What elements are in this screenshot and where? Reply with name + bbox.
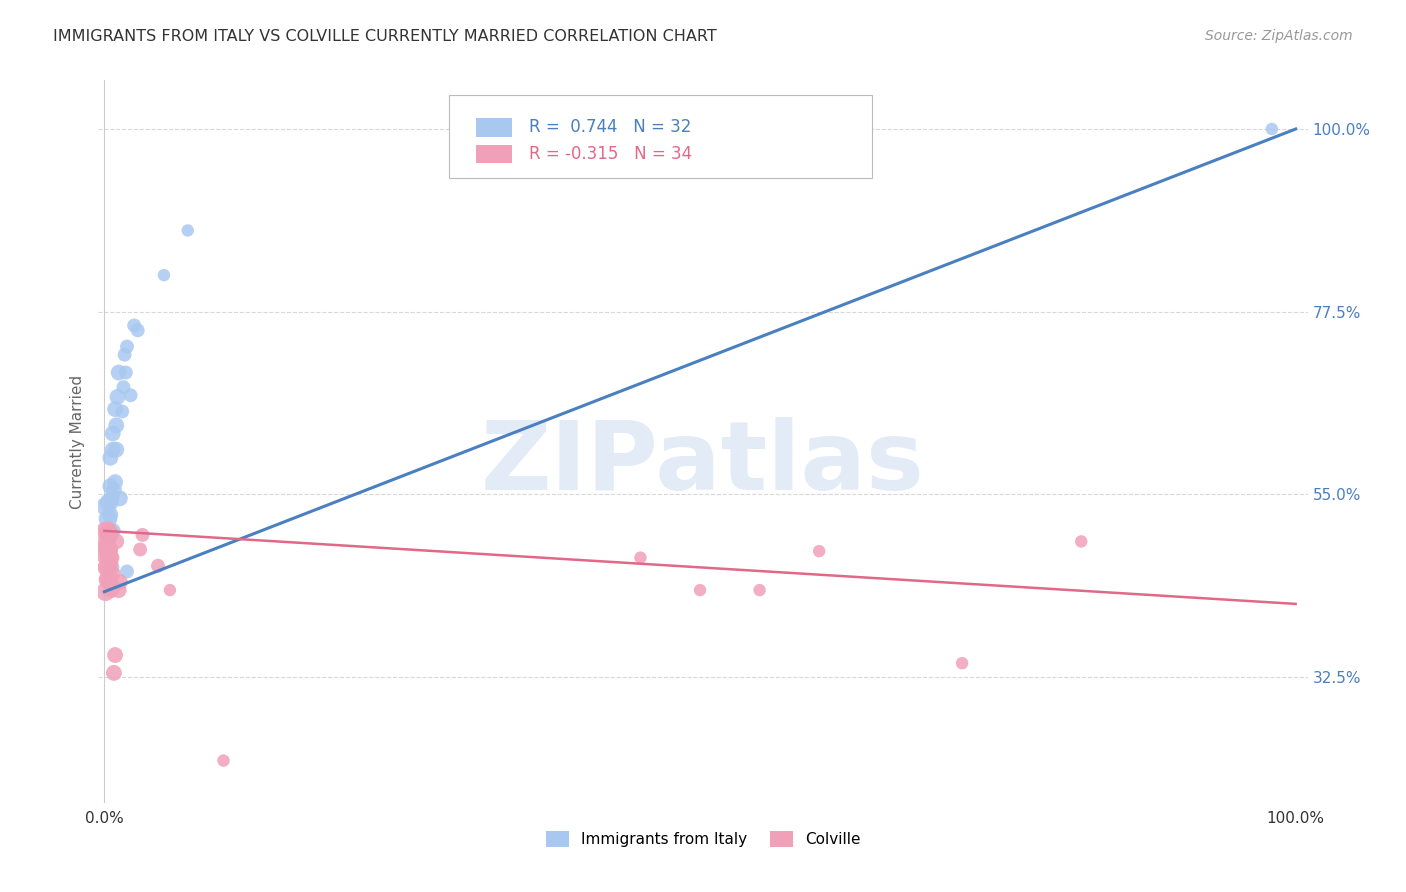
Text: Source: ZipAtlas.com: Source: ZipAtlas.com [1205, 29, 1353, 43]
Point [98, 557, 121, 571]
Point [129, 542, 152, 557]
Point [104, 402, 127, 417]
Point [1070, 534, 1092, 549]
Point [212, 754, 235, 768]
Point [96, 560, 118, 574]
Point [112, 380, 135, 394]
Point [748, 583, 770, 598]
Point [97, 524, 120, 538]
Point [97, 573, 120, 587]
Point [1261, 122, 1284, 136]
Point [94, 584, 117, 599]
Point [107, 366, 129, 380]
Point [107, 390, 129, 404]
Point [808, 544, 831, 558]
Point [98, 573, 121, 587]
Text: IMMIGRANTS FROM ITALY VS COLVILLE CURRENTLY MARRIED CORRELATION CHART: IMMIGRANTS FROM ITALY VS COLVILLE CURREN… [53, 29, 717, 44]
FancyBboxPatch shape [475, 145, 512, 163]
Point [127, 323, 149, 337]
Point [115, 565, 138, 579]
Text: ZIPatlas: ZIPatlas [481, 417, 925, 509]
Point [114, 348, 136, 362]
Text: R =  0.744   N = 32: R = 0.744 N = 32 [529, 118, 692, 136]
Point [100, 583, 122, 598]
Point [105, 418, 128, 433]
Point [630, 550, 652, 565]
Point [98, 479, 121, 493]
Point [97, 511, 120, 525]
Point [689, 583, 711, 598]
Point [103, 665, 125, 680]
Point [131, 528, 153, 542]
Point [94, 500, 117, 514]
Point [107, 583, 129, 598]
Point [153, 268, 176, 282]
Point [98, 450, 121, 465]
Point [108, 574, 131, 589]
Point [97, 560, 120, 574]
Point [98, 495, 121, 509]
Point [950, 656, 973, 670]
Point [111, 404, 134, 418]
Point [108, 491, 131, 506]
Point [98, 550, 121, 565]
Legend: Immigrants from Italy, Colville: Immigrants from Italy, Colville [540, 825, 866, 853]
Point [101, 442, 124, 457]
Point [98, 542, 121, 557]
Point [104, 475, 127, 490]
Point [94, 548, 117, 562]
Point [159, 583, 181, 598]
Point [101, 566, 124, 581]
Point [98, 526, 121, 541]
Point [115, 340, 138, 354]
Point [177, 223, 200, 237]
Text: R = -0.315   N = 34: R = -0.315 N = 34 [529, 145, 692, 163]
Point [104, 648, 127, 662]
Point [103, 483, 125, 498]
Point [96, 540, 118, 554]
Point [114, 366, 136, 380]
FancyBboxPatch shape [475, 118, 512, 136]
Point [122, 318, 145, 333]
Point [101, 426, 124, 441]
Point [94, 524, 117, 538]
Point [98, 508, 121, 522]
FancyBboxPatch shape [449, 95, 872, 178]
Point [146, 558, 169, 573]
Point [100, 550, 122, 565]
Point [105, 534, 128, 549]
Point [120, 388, 142, 402]
Point [100, 491, 122, 506]
Y-axis label: Currently Married: Currently Married [69, 375, 84, 508]
Point [105, 442, 128, 457]
Point [97, 542, 120, 557]
Point [96, 534, 118, 549]
Point [100, 560, 122, 574]
Point [98, 528, 121, 542]
Point [101, 524, 124, 538]
